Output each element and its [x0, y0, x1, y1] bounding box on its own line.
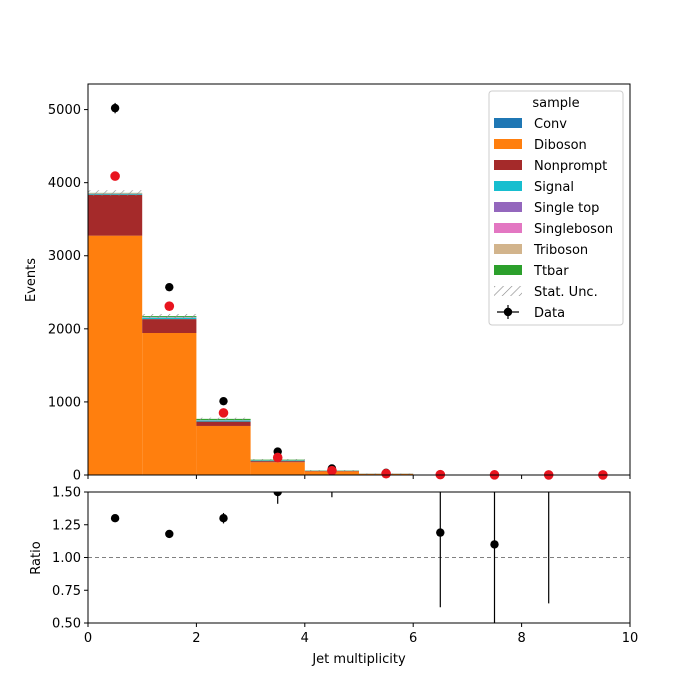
stacked-histogram: [88, 192, 468, 475]
main-y-tick-label: 5000: [48, 103, 81, 118]
main-y-tick-label: 1000: [48, 395, 81, 410]
legend-box: [488, 90, 624, 326]
ratio-point-6: [490, 540, 499, 549]
legend-label: Diboson: [534, 138, 587, 153]
legend-label: Singleboson: [534, 222, 613, 237]
red-marker-2: [218, 408, 229, 418]
ratio-x-tick-label: 8: [517, 631, 525, 646]
legend-label: Signal: [534, 180, 574, 195]
ratio-panel: 0.50 0.75 1.00 1.25 1.50 0 2 4 6 8 10 Ratio Jet m…: [29, 481, 638, 668]
x-axis-label: Jet multiplicity: [311, 652, 406, 667]
legend-label: Single top: [534, 201, 599, 216]
legend-swatch-ttbar: [494, 265, 522, 275]
legend-swatch-singleboson: [494, 223, 522, 233]
ratio-y-tick-label: 1.25: [52, 518, 81, 533]
bar-nonprompt-bin-0: [88, 194, 143, 236]
legend-swatch-triboson: [494, 244, 522, 254]
bar-diboson-bin-1: [142, 332, 197, 475]
legend-label: Triboson: [533, 243, 588, 258]
legend-swatch-diboson: [494, 139, 522, 149]
main-plot-frame: [87, 83, 631, 476]
ratio-point-2: [219, 514, 228, 523]
ratio-point-0: [110, 514, 120, 523]
ratio-y-axis-label: Ratio: [29, 541, 44, 574]
main-y-tick-label: 2000: [48, 322, 81, 337]
ratio-y-ticks: 0.50 0.75 1.00 1.25 1.50: [52, 486, 88, 632]
legend-swatch-conv: [494, 118, 522, 128]
stat-unc-bin-0: [88, 190, 143, 196]
legend: sample Conv Diboson Nonprompt Signal Single t…: [488, 90, 624, 326]
main-y-tick-label: 4000: [48, 176, 81, 191]
legend-label: Ttbar: [533, 264, 569, 279]
bar-signal-bin-1: [142, 317, 197, 320]
ratio-point-7: [545, 481, 553, 489]
ratio-y-tick-label: 0.50: [52, 617, 81, 632]
red-marker-5: [381, 468, 391, 479]
stat-unc-bin-1: [142, 313, 197, 319]
ratio-point-1: [165, 529, 174, 539]
red-marker-3: [272, 452, 283, 463]
main-panel: 0 1000 2000 3000 4000 5000 Events: [24, 83, 631, 484]
ratio-x-tick-label: 6: [409, 631, 417, 646]
bar-nonprompt-bin-2: [196, 421, 251, 426]
legend-label: Stat. Unc.: [534, 285, 598, 300]
main-y-tick-label: 3000: [48, 249, 81, 264]
legend-swatch-stat-unc: [494, 286, 522, 296]
legend-title: sample: [532, 96, 579, 111]
legend-data-marker: [503, 307, 513, 317]
ratio-point-5: [436, 528, 445, 537]
data-point-1: [165, 282, 174, 292]
ratio-y-tick-label: 0.75: [52, 584, 81, 599]
bar-diboson-bin-3: [250, 462, 305, 475]
legend-label: Nonprompt: [534, 159, 607, 174]
data-point-0: [110, 103, 120, 113]
ratio-x-tick-label: 10: [622, 631, 639, 646]
ratio-x-ticks: 0 2 4 6 8 10: [84, 623, 638, 646]
legend-label: Data: [534, 306, 565, 321]
ratio-y-tick-label: 1.00: [52, 551, 81, 566]
legend-swatch-signal: [494, 181, 522, 191]
main-y-axis-label: Events: [24, 258, 39, 302]
ratio-x-tick-label: 4: [301, 631, 309, 646]
red-marker-1: [164, 301, 175, 311]
bar-diboson-bin-0: [88, 235, 143, 475]
ratio-points: [110, 481, 553, 623]
stat-unc-bin-2: [196, 417, 251, 421]
ratio-y-tick-label: 1.50: [52, 486, 81, 501]
red-marker-0: [110, 171, 120, 181]
bar-nonprompt-bin-1: [142, 319, 197, 333]
main-x-ticks: [87, 475, 631, 479]
bar-signal-bin-2: [196, 420, 251, 422]
ratio-x-tick-label: 0: [84, 631, 92, 646]
main-y-ticks: 0 1000 2000 3000 4000 5000: [48, 103, 88, 484]
red-marker-4: [327, 465, 337, 476]
legend-swatch-nonprompt: [494, 160, 522, 170]
legend-swatch-single-top: [494, 202, 522, 212]
legend-label: Conv: [534, 117, 567, 132]
ratio-point-3: [273, 492, 282, 497]
ratio-x-tick-label: 2: [192, 631, 200, 646]
data-point-2: [219, 396, 228, 406]
bar-diboson-bin-2: [196, 425, 251, 475]
main-y-tick-label: 0: [73, 469, 81, 484]
